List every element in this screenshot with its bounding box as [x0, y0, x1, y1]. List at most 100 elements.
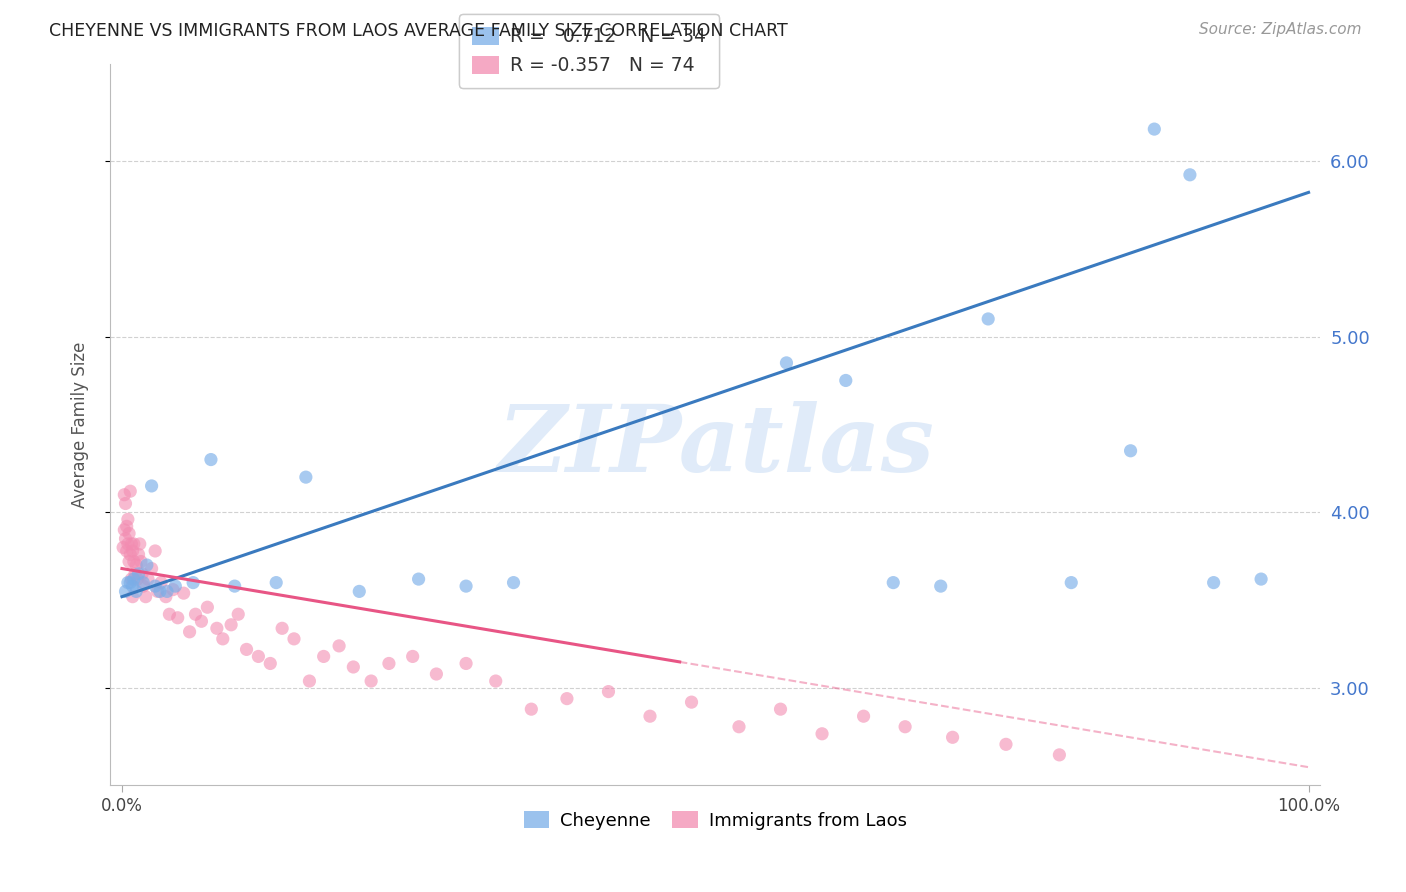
Point — [184, 607, 207, 622]
Point — [124, 566, 146, 581]
Point — [162, 582, 184, 597]
Point — [135, 590, 157, 604]
Point — [136, 572, 159, 586]
Point — [1060, 575, 1083, 590]
Point — [283, 632, 305, 646]
Point — [408, 572, 430, 586]
Point — [271, 621, 294, 635]
Text: Source: ZipAtlas.com: Source: ZipAtlas.com — [1198, 22, 1361, 37]
Point — [994, 737, 1017, 751]
Point — [235, 642, 257, 657]
Point — [977, 312, 1000, 326]
Point — [555, 691, 578, 706]
Point — [132, 579, 155, 593]
Point — [1143, 122, 1166, 136]
Point — [378, 657, 401, 671]
Point — [155, 590, 177, 604]
Point — [117, 575, 139, 590]
Point — [1250, 572, 1272, 586]
Point — [146, 584, 169, 599]
Point — [312, 649, 335, 664]
Point — [166, 611, 188, 625]
Point — [120, 537, 142, 551]
Point — [125, 584, 148, 599]
Point — [638, 709, 661, 723]
Point — [1202, 575, 1225, 590]
Point — [118, 555, 141, 569]
Point — [115, 544, 138, 558]
Point — [259, 657, 281, 671]
Point — [942, 731, 965, 745]
Point — [128, 537, 150, 551]
Point — [728, 720, 751, 734]
Point — [129, 555, 152, 569]
Point — [200, 452, 222, 467]
Point — [121, 590, 143, 604]
Point — [211, 632, 233, 646]
Point — [157, 607, 180, 622]
Point — [115, 519, 138, 533]
Point — [190, 615, 212, 629]
Point — [141, 561, 163, 575]
Point — [181, 575, 204, 590]
Point — [298, 674, 321, 689]
Point — [120, 548, 142, 562]
Point — [224, 579, 246, 593]
Point — [811, 727, 834, 741]
Point — [143, 544, 166, 558]
Point — [520, 702, 543, 716]
Point — [195, 600, 218, 615]
Point — [485, 674, 508, 689]
Point — [150, 575, 173, 590]
Point — [131, 566, 153, 581]
Point — [120, 575, 142, 590]
Point — [769, 702, 792, 716]
Point — [894, 720, 917, 734]
Point — [264, 575, 287, 590]
Point — [121, 544, 143, 558]
Point — [226, 607, 249, 622]
Point — [835, 374, 858, 388]
Point — [775, 356, 797, 370]
Point — [121, 579, 143, 593]
Text: CHEYENNE VS IMMIGRANTS FROM LAOS AVERAGE FAMILY SIZE CORRELATION CHART: CHEYENNE VS IMMIGRANTS FROM LAOS AVERAGE… — [49, 22, 787, 40]
Point — [128, 548, 150, 562]
Point — [156, 584, 179, 599]
Point — [342, 660, 364, 674]
Point — [173, 586, 195, 600]
Point — [425, 667, 447, 681]
Point — [125, 558, 148, 572]
Point — [328, 639, 350, 653]
Point — [117, 512, 139, 526]
Y-axis label: Average Family Size: Average Family Size — [72, 342, 89, 508]
Point — [122, 537, 145, 551]
Point — [122, 572, 145, 586]
Point — [205, 621, 228, 635]
Point — [127, 572, 149, 586]
Point — [179, 624, 201, 639]
Point — [360, 674, 382, 689]
Point — [141, 479, 163, 493]
Point — [114, 584, 136, 599]
Point — [149, 584, 172, 599]
Point — [112, 523, 135, 537]
Point — [1178, 168, 1201, 182]
Point — [135, 558, 157, 572]
Point — [402, 649, 425, 664]
Point — [1047, 747, 1070, 762]
Point — [219, 617, 242, 632]
Legend: R =   0.712    N = 34, R = -0.357   N = 74: R = 0.712 N = 34, R = -0.357 N = 74 — [460, 14, 718, 88]
Point — [112, 488, 135, 502]
Point — [1119, 443, 1142, 458]
Point — [117, 537, 139, 551]
Point — [143, 579, 166, 593]
Point — [295, 470, 318, 484]
Point — [132, 575, 155, 590]
Point — [454, 579, 477, 593]
Point — [128, 566, 150, 581]
Point — [114, 496, 136, 510]
Point — [349, 584, 371, 599]
Text: ZIPatlas: ZIPatlas — [496, 401, 934, 491]
Point — [118, 526, 141, 541]
Point — [598, 684, 620, 698]
